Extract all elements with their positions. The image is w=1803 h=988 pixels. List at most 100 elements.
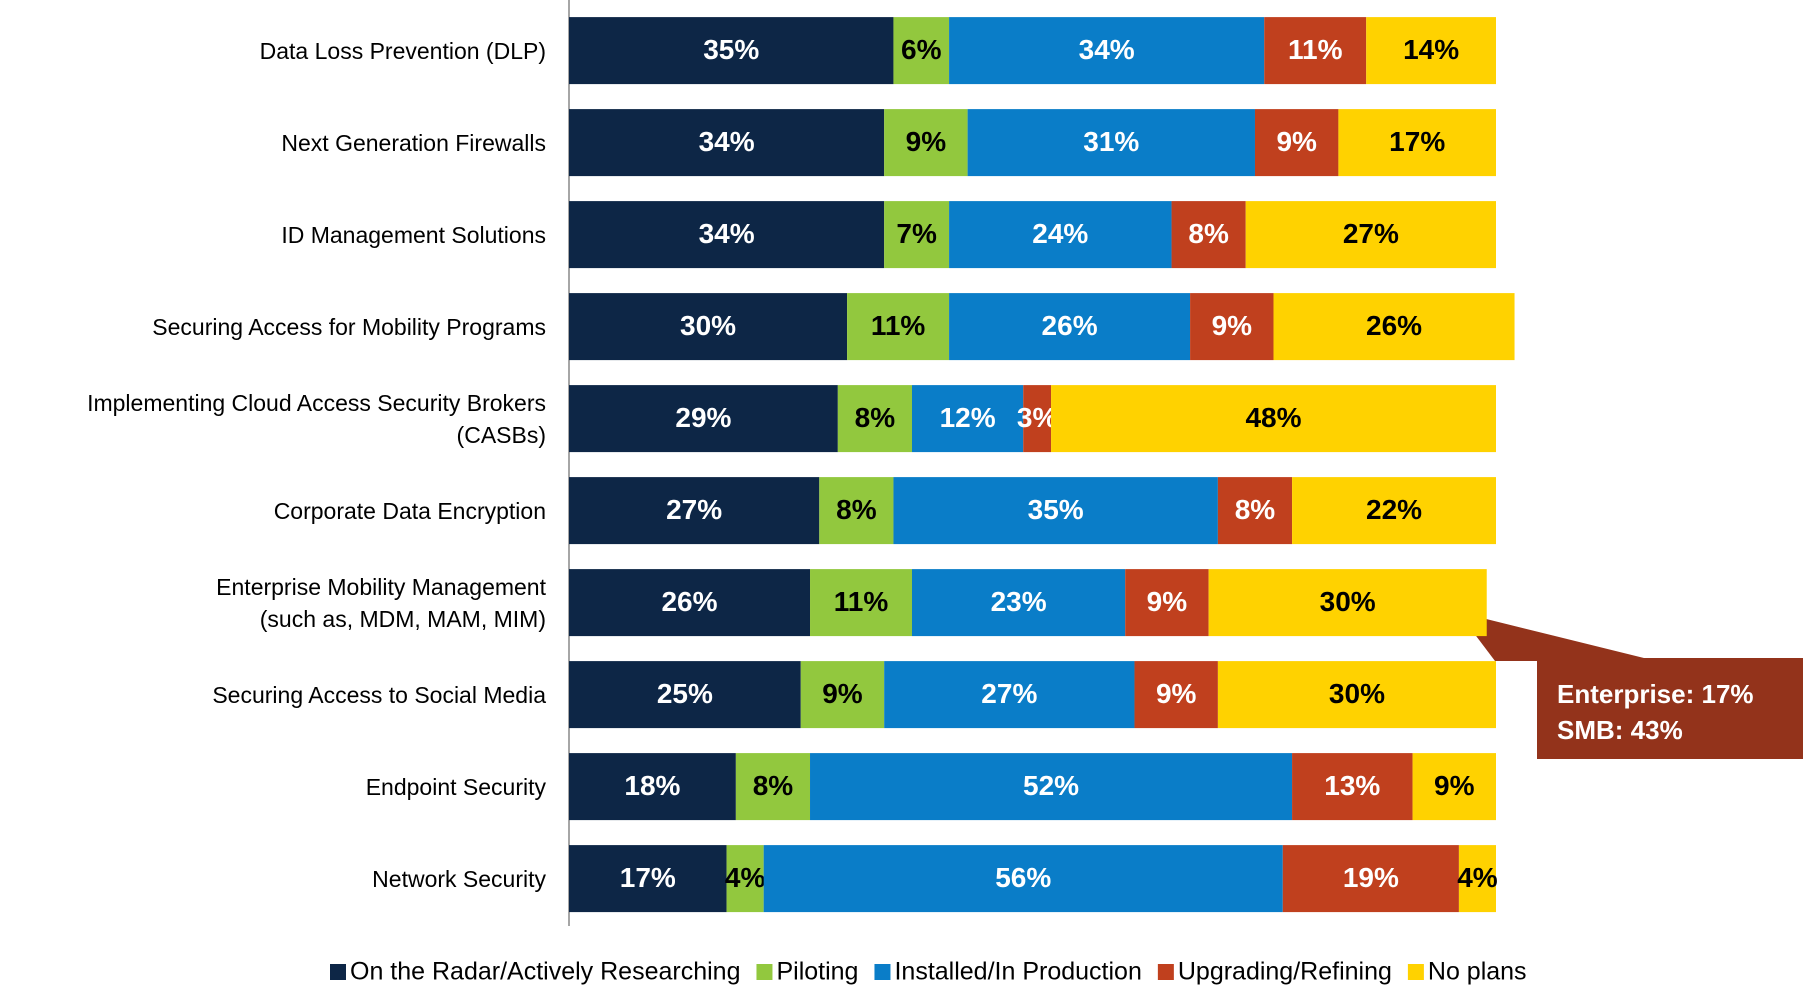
bar-segment [800,661,885,729]
data-label: 6% [901,34,942,65]
data-label: 13% [1324,770,1380,801]
legend-swatch [330,964,346,980]
bar-segment [1171,201,1246,269]
data-label: 8% [1235,494,1276,525]
bar-segment [810,753,1293,821]
data-label: 17% [1389,126,1445,157]
bar-segment [1264,17,1367,85]
annotation: SMB: 43% [1557,715,1683,745]
bar-segment [1412,753,1496,821]
bar-segment [810,569,912,637]
bar-segment [893,17,950,85]
bar-segment [1217,477,1293,545]
data-label: 24% [1032,218,1088,249]
data-label: 8% [836,494,877,525]
data-label: 31% [1083,126,1139,157]
category-label: Corporate Data Encryption [273,497,546,524]
bar-segment [569,845,727,913]
bar-segment [1292,477,1496,545]
bar-segment [819,477,894,545]
data-label: 14% [1403,34,1459,65]
bar-segment [1051,385,1496,453]
data-label: 30% [1320,586,1376,617]
bar-segment [569,753,736,821]
data-label: 52% [1023,770,1079,801]
data-label: 48% [1245,402,1301,433]
data-label: 3% [1017,402,1058,433]
bar-segment [1208,569,1487,637]
bar-segment [726,845,764,913]
bar-segment [837,385,912,453]
data-label: 34% [699,218,755,249]
bar-segment [884,201,950,269]
category-label: Securing Access for Mobility Programs [152,313,546,340]
bar-segment [884,109,968,177]
annotation: Enterprise: 17% [1557,679,1754,709]
bar-segment [1125,569,1209,637]
bar-segment [569,477,820,545]
data-label: 27% [666,494,722,525]
data-label: 35% [703,34,759,65]
bar-segment [1458,845,1496,913]
data-label: 8% [753,770,794,801]
callout-arrow [1458,612,1656,661]
bar-segment [1254,109,1339,177]
bar-segment [1134,661,1218,729]
bar-segment [735,753,811,821]
bar-segment [967,109,1255,177]
data-label: 30% [1329,678,1385,709]
legend-label: Installed/In Production [894,958,1141,986]
bar-segment [569,569,811,637]
bar-segment [1282,845,1459,913]
bar-segment [949,17,1265,85]
data-label: 11% [871,310,926,341]
data-label: 9% [1276,126,1317,157]
data-label: 22% [1366,494,1422,525]
data-label: 8% [855,402,896,433]
bar-segment [569,293,848,361]
legend-swatch [756,964,773,980]
data-label: 27% [1343,218,1399,249]
bar-segment [569,109,885,177]
legend-label: Piloting [776,958,858,986]
data-label: 12% [940,402,996,433]
data-label: 11% [834,586,889,617]
data-label: 18% [624,770,680,801]
data-label: 23% [991,586,1047,617]
bar-segment [569,385,838,453]
data-label: 4% [725,862,766,893]
data-label: 25% [657,678,713,709]
data-label: 29% [675,402,731,433]
bar-segment [1245,201,1496,269]
bar-segment [569,201,885,269]
data-label: 8% [1188,218,1229,249]
bar-segment [1190,293,1274,361]
data-label: 34% [1079,34,1135,65]
bar-segment [1273,293,1515,361]
data-label: 11% [1288,34,1343,65]
bar-segment [1292,753,1413,821]
legend-swatch [874,964,891,980]
bar-segment [569,661,801,729]
category-label: Securing Access to Social Media [212,681,546,708]
bar-segment [911,385,1024,453]
bar-segment [1366,17,1496,85]
data-label: 26% [1366,310,1422,341]
bar-segment [763,845,1283,913]
data-label: 27% [981,678,1037,709]
data-label: 4% [1457,862,1498,893]
data-label: 34% [699,126,755,157]
bar-segment [949,293,1191,361]
legend-swatch [1157,964,1174,980]
data-label: 30% [680,310,736,341]
legend-label: Upgrading/Refining [1178,958,1392,986]
bar-segment [847,293,950,361]
category-label: Implementing Cloud Access Security Broke… [87,389,546,448]
legend-label: No plans [1428,958,1527,986]
callout-box [1537,658,1803,759]
bar-segment [1217,661,1496,729]
data-label: 9% [822,678,863,709]
data-label: 7% [896,218,937,249]
